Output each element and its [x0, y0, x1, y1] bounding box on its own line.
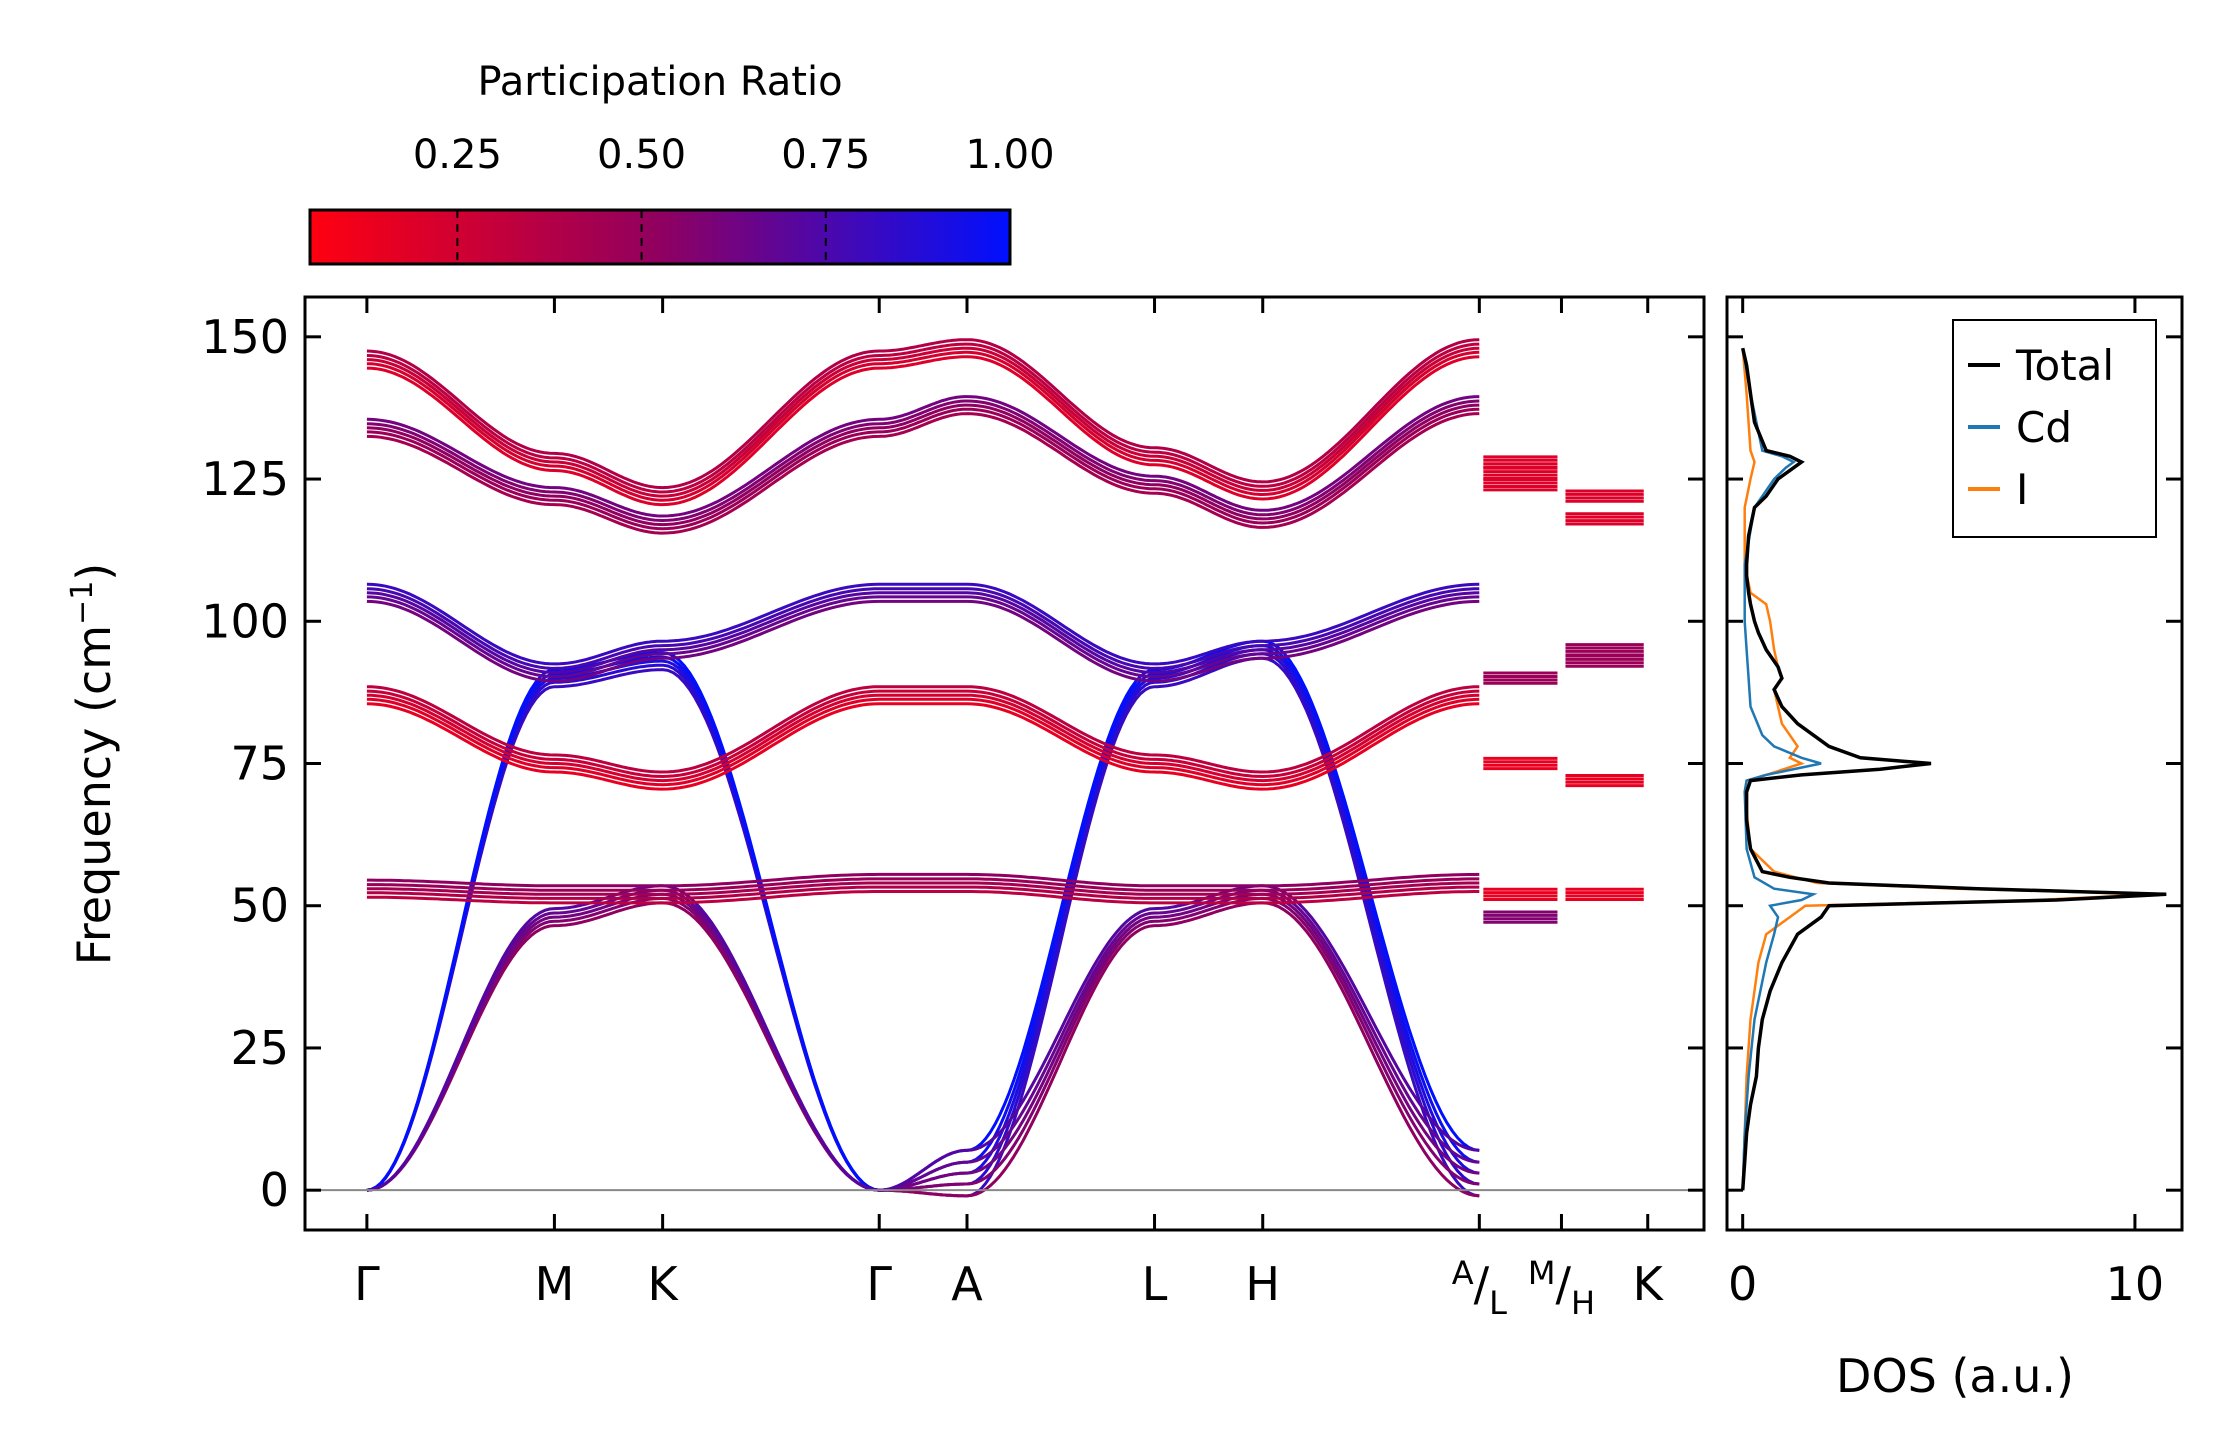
ylabel-superscript: −1 [65, 581, 100, 625]
band-line [366, 346, 1480, 498]
band-line [366, 872, 1480, 888]
kpoint-label: Γ [866, 1257, 892, 1311]
kpoint-label: L [1142, 1257, 1168, 1311]
colorbar: Participation Ratio 0.25 0.50 0.75 1.00 [308, 59, 1055, 266]
band-line [366, 338, 1480, 490]
band-ytick-label: 150 [201, 310, 289, 364]
band-line [366, 407, 1480, 531]
band-line [366, 403, 1480, 527]
band-line [366, 877, 1480, 892]
kpoint-slash: / [1555, 1257, 1571, 1311]
dos-xtick-label: 10 [2106, 1257, 2165, 1311]
band-ytick-label: 25 [230, 1021, 289, 1075]
band-line [366, 884, 1480, 1192]
kpoint-label: M/H [1528, 1254, 1595, 1322]
kpoint-label: H [1245, 1257, 1280, 1311]
kpoint-sup: A [1452, 1254, 1474, 1292]
kpoint-label: K [648, 1257, 680, 1311]
band-line [366, 591, 1480, 675]
band-ytick-label: 75 [230, 737, 289, 791]
band-ytick-label: 50 [230, 879, 289, 933]
band-line [366, 595, 1480, 679]
dos-line-total [1740, 347, 2167, 1191]
dos-legend: Total Cd I [1952, 319, 2157, 538]
colorbar-tick-label: 1.00 [965, 132, 1054, 178]
colorbar-tick-label: 0.25 [413, 132, 502, 178]
band-line [366, 399, 1480, 523]
band-line [366, 355, 1480, 507]
band-ytick-label: 0 [260, 1163, 289, 1217]
band-ytick-label: 125 [201, 452, 289, 506]
band-band-75 [366, 685, 1480, 791]
kpoint-label: Γ [354, 1257, 380, 1311]
band-line [366, 350, 1480, 502]
kpoint-sub: H [1571, 1284, 1595, 1322]
colorbar-tick-label: 0.75 [781, 132, 870, 178]
band-line [366, 395, 1480, 518]
dos-xtick-label: 0 [1728, 1257, 1757, 1311]
kpoint-sup: M [1528, 1254, 1556, 1292]
kpoint-sub: L [1489, 1284, 1507, 1322]
band-line [366, 885, 1480, 900]
kpoint-label: A [951, 1257, 983, 1311]
band-line [366, 890, 1480, 905]
band-line [366, 697, 1480, 787]
band-line [366, 587, 1480, 670]
band-line [366, 892, 1480, 1192]
band-band-105 [366, 582, 1480, 683]
kpoint-slash: / [1474, 1257, 1490, 1311]
band-line [366, 901, 1480, 1198]
band-line [366, 412, 1480, 535]
band-flat-52 [366, 872, 1480, 905]
band-optical-top [366, 338, 1480, 507]
band-line [366, 342, 1480, 494]
kpoint-label: K [1633, 1257, 1665, 1311]
colorbar-title: Participation Ratio [477, 59, 842, 105]
band-line [366, 685, 1480, 774]
legend-label: Cd [2016, 403, 2072, 452]
band-line [366, 896, 1480, 1192]
ylabel-text: Frequency (cm [67, 625, 121, 965]
legend-label: Total [2015, 341, 2114, 390]
kpoint-label: M [535, 1257, 575, 1311]
band-optical-low [366, 395, 1480, 535]
band-line [366, 582, 1480, 666]
band-line [366, 689, 1480, 779]
colorbar-tick-label: 0.50 [597, 132, 686, 178]
dos-line-cd [1741, 347, 1822, 1191]
band-line [366, 702, 1480, 791]
band-acoustic-low [366, 884, 1480, 1198]
band-line [366, 881, 1480, 896]
legend-label: I [2016, 465, 2028, 514]
band-ytick-label: 100 [201, 594, 289, 648]
band-line [366, 693, 1480, 783]
band-line [366, 599, 1480, 683]
dos-panel: 0 10 DOS (a.u.) Total Cd I [1725, 295, 2184, 1403]
kpoint-label: A/L [1452, 1254, 1507, 1322]
frequency-axis-label: Frequency (cm−1) [65, 563, 121, 966]
dos-axis-label: DOS (a.u.) [1836, 1349, 2074, 1403]
colorbar-gradient [308, 208, 1012, 266]
ylabel-end: ) [67, 563, 121, 581]
